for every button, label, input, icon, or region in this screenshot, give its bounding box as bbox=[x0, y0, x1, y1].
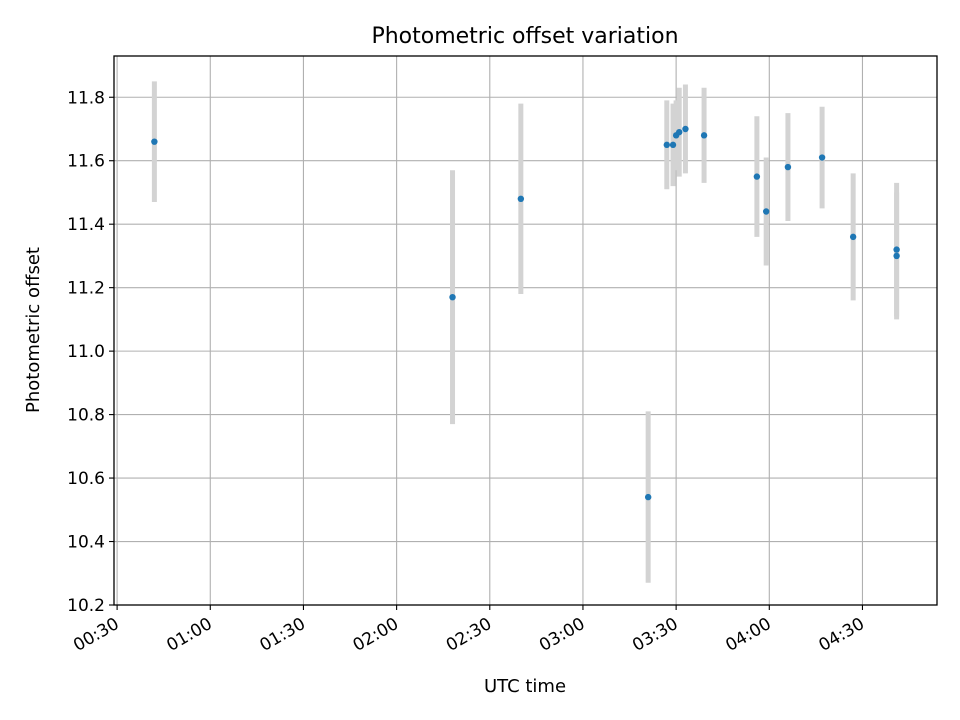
x-tick-label: 03:00 bbox=[536, 614, 588, 656]
data-point bbox=[676, 128, 683, 136]
data-point bbox=[784, 163, 792, 171]
data-point bbox=[753, 173, 761, 180]
data-point bbox=[893, 246, 900, 253]
data-point bbox=[818, 154, 826, 161]
x-axis-ticks: 00:30 01:00 01:30 02:00 02:30 03:00 03:30 04:00… bbox=[70, 605, 868, 656]
x-tick-label: 04:30 bbox=[816, 614, 868, 656]
y-tick-label: 11.4 bbox=[67, 215, 105, 235]
x-tick-label: 00:30 bbox=[70, 614, 122, 656]
data-point bbox=[644, 493, 652, 501]
plot-frame bbox=[113, 55, 938, 606]
data-points bbox=[151, 125, 900, 501]
x-axis-label: UTC time bbox=[484, 676, 566, 697]
data-point bbox=[669, 141, 677, 149]
data-point bbox=[849, 233, 857, 241]
grid bbox=[114, 56, 937, 606]
data-point bbox=[682, 125, 689, 133]
chart-title: Photometric offset variation bbox=[371, 24, 678, 49]
y-tick-label: 11.6 bbox=[67, 152, 105, 172]
x-tick-label: 01:00 bbox=[163, 614, 215, 656]
x-tick-label: 03:30 bbox=[629, 614, 681, 656]
y-tick-label: 11.0 bbox=[67, 342, 105, 362]
y-axis-label: Photometric offset bbox=[23, 247, 44, 413]
y-tick-label: 10.6 bbox=[67, 469, 105, 489]
data-point bbox=[517, 195, 525, 203]
error-bars bbox=[151, 81, 900, 583]
x-tick-label: 04:00 bbox=[722, 614, 774, 656]
x-tick-label: 02:00 bbox=[350, 614, 402, 656]
data-point bbox=[762, 208, 770, 215]
x-tick-label: 02:30 bbox=[443, 614, 495, 656]
y-axis-ticks: 10.2 10.4 10.6 10.8 11.0 11.2 11.4 11.6 11.8 bbox=[67, 88, 114, 616]
data-point bbox=[151, 138, 158, 145]
y-tick-label: 10.8 bbox=[67, 406, 105, 426]
x-tick-label: 01:30 bbox=[257, 614, 309, 656]
y-tick-label: 11.2 bbox=[67, 279, 105, 299]
data-point bbox=[663, 141, 671, 149]
y-tick-label: 11.8 bbox=[67, 88, 105, 108]
y-tick-label: 10.4 bbox=[67, 533, 105, 553]
y-tick-label: 10.2 bbox=[67, 596, 105, 616]
data-point bbox=[700, 132, 708, 139]
data-point bbox=[893, 252, 900, 260]
data-point bbox=[449, 293, 456, 301]
